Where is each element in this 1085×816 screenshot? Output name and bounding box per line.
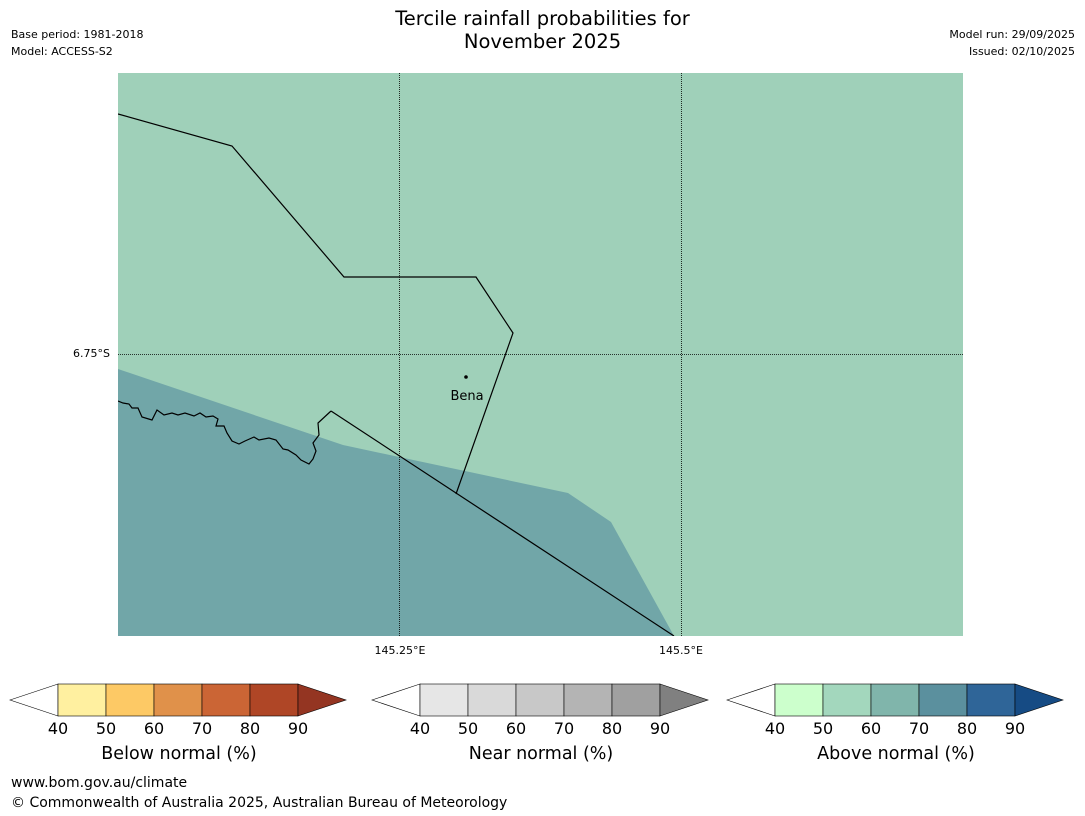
near-normal-label: Near normal (%) [468, 744, 614, 764]
colorbar-extension-high [1014, 683, 1064, 717]
below-normal-label: Below normal (%) [101, 744, 257, 764]
colorbar-tick-80: 80 [239, 719, 261, 738]
colorbar-tick-50: 50 [95, 719, 117, 738]
colorbar-segment-70-80 [563, 683, 613, 717]
colorbar-segment-50-60 [467, 683, 517, 717]
colorbar-tick-40: 40 [47, 719, 69, 738]
colorbar-segment-40-50 [57, 683, 107, 717]
colorbar-tick-60: 60 [860, 719, 882, 738]
bena-label: Bena [450, 389, 483, 404]
colorbar-segment-50-60 [105, 683, 155, 717]
province-boundary-east [330, 410, 675, 636]
colorbar-tick-90: 90 [649, 719, 671, 738]
below-normal-colorbar [9, 683, 347, 717]
lon-label-145-25e: 145.25°E [374, 644, 426, 657]
map-title-line2: November 2025 [463, 30, 622, 53]
above-normal-label: Above normal (%) [817, 744, 975, 764]
colorbar-tick-60: 60 [505, 719, 527, 738]
issued-date: Issued: 02/10/2025 [968, 45, 1075, 58]
province-boundary-north [118, 113, 514, 495]
colorbar-tick-90: 90 [1004, 719, 1026, 738]
colorbar-segment-70-80 [201, 683, 251, 717]
map-canvas: Bena [118, 73, 963, 636]
base-period: Base period: 1981-2018 [11, 28, 144, 41]
colorbar-segment-80-90 [611, 683, 661, 717]
colorbar-segment-40-50 [419, 683, 469, 717]
above-normal-colorbar [726, 683, 1064, 717]
colorbar-extension-low [371, 683, 421, 717]
model-run: Model run: 29/09/2025 [949, 28, 1075, 41]
colorbar-extension-high [659, 683, 709, 717]
colorbar-extension-high [297, 683, 347, 717]
colorbar-segment-70-80 [918, 683, 968, 717]
province-boundary-south [118, 400, 332, 465]
colorbar-svg [9, 683, 347, 717]
colorbar-segment-40-50 [774, 683, 824, 717]
colorbar-segment-80-90 [966, 683, 1016, 717]
header-meta-right: Model run: 29/09/2025 Issued: 02/10/2025 [949, 26, 1075, 60]
lon-label-145-5e: 145.5°E [659, 644, 703, 657]
footer-copyright: © Commonwealth of Australia 2025, Austra… [11, 795, 508, 811]
colorbar-tick-70: 70 [191, 719, 213, 738]
above-normal-60-70-region [118, 369, 674, 636]
colorbar-svg [726, 683, 1064, 717]
near-normal-colorbar [371, 683, 709, 717]
map-panel: Bena [118, 73, 963, 636]
colorbar-tick-70: 70 [908, 719, 930, 738]
colorbar-segment-60-70 [870, 683, 920, 717]
colorbar-segment-60-70 [153, 683, 203, 717]
footer-url: www.bom.gov.au/climate [11, 775, 188, 791]
colorbar-tick-90: 90 [287, 719, 309, 738]
colorbar-tick-80: 80 [601, 719, 623, 738]
colorbar-svg [371, 683, 709, 717]
colorbar-tick-50: 50 [457, 719, 479, 738]
colorbar-tick-80: 80 [956, 719, 978, 738]
colorbar-tick-60: 60 [143, 719, 165, 738]
colorbar-segment-60-70 [515, 683, 565, 717]
lat-label-6-75s: 6.75°S [73, 347, 110, 360]
colorbar-tick-70: 70 [553, 719, 575, 738]
bena-marker [464, 375, 468, 379]
model-name: Model: ACCESS-S2 [11, 45, 113, 58]
colorbar-segment-50-60 [822, 683, 872, 717]
map-title: Tercile rainfall probabilities for Novem… [0, 7, 1085, 53]
colorbar-tick-40: 40 [764, 719, 786, 738]
colorbar-tick-40: 40 [409, 719, 431, 738]
colorbar-extension-low [9, 683, 59, 717]
colorbar-extension-low [726, 683, 776, 717]
map-title-line1: Tercile rainfall probabilities for [395, 7, 690, 30]
colorbar-segment-80-90 [249, 683, 299, 717]
colorbar-tick-50: 50 [812, 719, 834, 738]
header-meta-left: Base period: 1981-2018 Model: ACCESS-S2 [11, 26, 143, 60]
